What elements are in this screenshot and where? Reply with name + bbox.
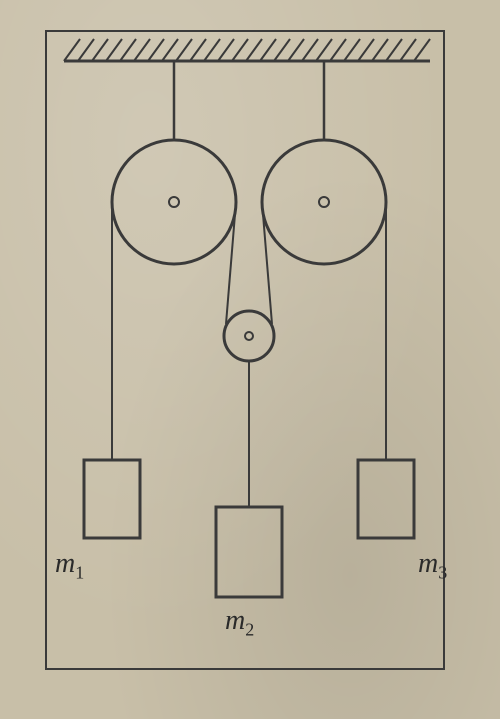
pulley-middle	[224, 311, 274, 361]
diagram-frame	[45, 30, 445, 670]
rope-inner-right	[262, 202, 272, 324]
ceiling-hatching	[64, 39, 430, 61]
mass-m2	[216, 507, 282, 597]
label-m3-sub: 3	[438, 563, 447, 583]
mass-m3	[358, 460, 414, 538]
pulley-right-axle	[319, 197, 329, 207]
pulley-left	[112, 140, 236, 264]
pulley-middle-axle	[245, 332, 253, 340]
pulley-diagram	[47, 32, 447, 672]
label-m2: m2	[225, 605, 254, 641]
pulley-left-axle	[169, 197, 179, 207]
pulley-right	[262, 140, 386, 264]
label-m1-sub: 1	[75, 563, 84, 583]
label-m1-var: m	[55, 548, 75, 579]
label-m2-var: m	[225, 605, 245, 636]
label-m3-var: m	[418, 548, 438, 579]
label-m1: m1	[55, 548, 84, 584]
rope-inner-left	[226, 202, 236, 324]
label-m3: m3	[418, 548, 447, 584]
label-m2-sub: 2	[245, 620, 254, 640]
mass-m1	[84, 460, 140, 538]
